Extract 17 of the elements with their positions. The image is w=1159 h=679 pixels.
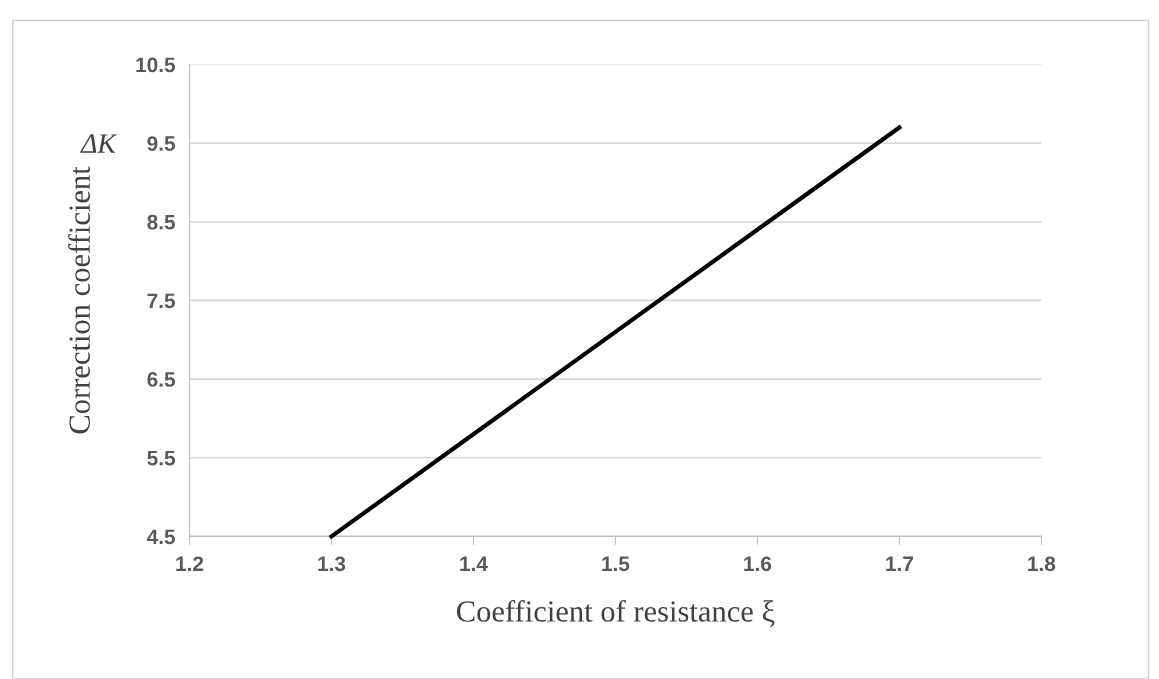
y-tick-label: 6.5: [147, 372, 176, 387]
x-tick-label: 1.6: [744, 556, 772, 572]
x-tick-label: 1.4: [460, 556, 488, 571]
text: ΔK: [80, 134, 118, 153]
y-tick-label: 5.5: [147, 450, 176, 466]
y-axis-title: Correction coefficient: [68, 166, 90, 434]
x-tick-label: 1.2: [176, 556, 204, 571]
y-tick-label: 8.5: [147, 214, 176, 230]
y-tick-label: 7.5: [147, 293, 176, 309]
y-tick-label: 10.5: [136, 57, 176, 73]
x-axis-title: Coefficient of resistance ξ: [457, 599, 775, 627]
x-tick-label: 1.5: [602, 556, 630, 572]
y-tick-label: 9.5: [147, 136, 176, 151]
x-tick-label: 1.7: [886, 556, 913, 571]
x-tick-label: 1.3: [318, 556, 346, 572]
x-tick-label: 1.8: [1028, 556, 1056, 572]
y-tick-label: 4.5: [146, 529, 176, 545]
